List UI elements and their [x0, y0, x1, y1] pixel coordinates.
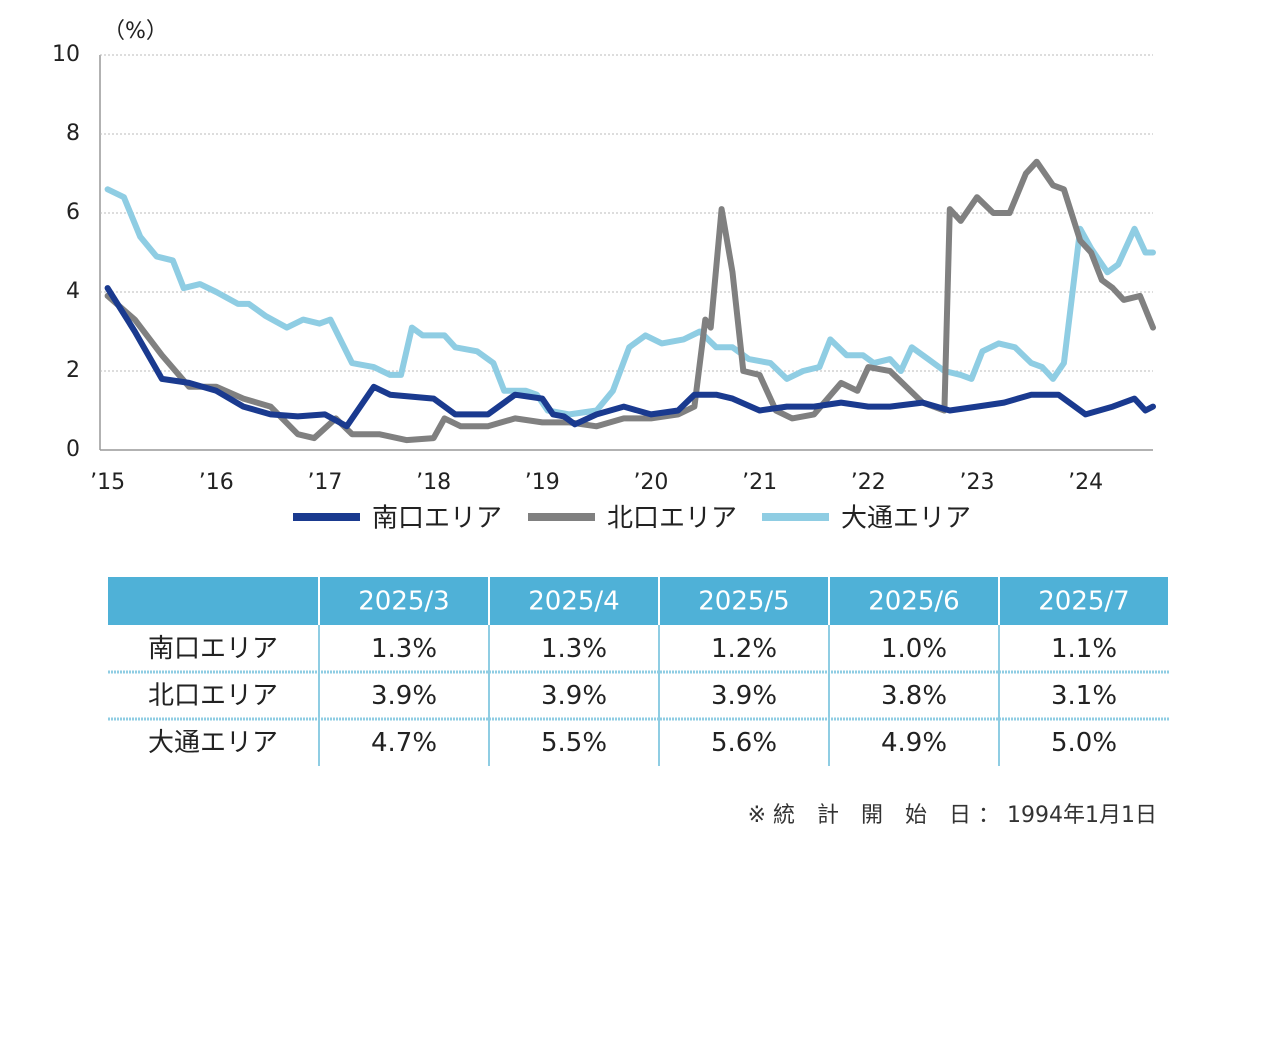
table-cell: 1.3% — [541, 634, 607, 664]
table-header-cell — [660, 577, 828, 625]
legend-label: 北口エリア — [607, 504, 737, 534]
x-tick-label: ’19 — [525, 470, 560, 495]
series-line — [104, 158, 1156, 444]
y-tick-label: 8 — [66, 121, 80, 146]
y-tick-label: 2 — [66, 358, 80, 383]
table-cell: 5.5% — [541, 728, 607, 758]
table-header-corner — [108, 577, 318, 625]
table-cell: 3.8% — [881, 681, 947, 711]
y-tick-label: 4 — [66, 279, 80, 304]
table-header-cell — [830, 577, 998, 625]
y-tick-label: 6 — [66, 200, 80, 225]
table-cell: 5.0% — [1051, 728, 1117, 758]
series-line — [104, 186, 1156, 418]
x-tick-label: ’18 — [416, 470, 451, 495]
table-cell: 1.0% — [881, 634, 947, 664]
row-label: 大通エリア — [148, 728, 278, 758]
table-header-text: 2025/5 — [698, 587, 789, 617]
legend-label: 大通エリア — [841, 504, 971, 534]
table-header-text: 2025/7 — [1038, 587, 1129, 617]
y-tick-label: 10 — [52, 42, 80, 67]
table-cell: 5.6% — [711, 728, 777, 758]
table-cell: 3.9% — [541, 681, 607, 711]
table-header-text: 2025/4 — [528, 587, 619, 617]
table-cell: 4.9% — [881, 728, 947, 758]
table-cell: 1.3% — [371, 634, 437, 664]
x-tick-label: ’16 — [199, 470, 234, 495]
table-cell: 3.9% — [371, 681, 437, 711]
x-tick-label: ’20 — [633, 470, 668, 495]
table-header-cell — [1000, 577, 1168, 625]
table-header-cell — [490, 577, 658, 625]
table-header-text: 2025/3 — [358, 587, 449, 617]
table-header-cell — [320, 577, 488, 625]
x-tick-label: ’23 — [959, 470, 994, 495]
table-cell: 1.1% — [1051, 634, 1117, 664]
y-axis-unit: （%） — [103, 19, 168, 44]
table-cell: 1.2% — [711, 634, 777, 664]
x-tick-label: ’21 — [742, 470, 777, 495]
series-line — [104, 285, 1156, 430]
row-label: 北口エリア — [148, 681, 278, 711]
x-tick-label: ’24 — [1068, 470, 1103, 495]
table-cell: 4.7% — [371, 728, 437, 758]
row-label: 南口エリア — [148, 634, 278, 664]
x-tick-label: ’17 — [307, 470, 342, 495]
x-tick-label: ’15 — [90, 470, 125, 495]
y-tick-label: 0 — [66, 437, 80, 462]
table-header-text: 2025/6 — [868, 587, 959, 617]
footnote: ※ 統 計 開 始 日 ： 1994年1月1日 — [748, 803, 1157, 828]
table-cell: 3.9% — [711, 681, 777, 711]
x-tick-label: ’22 — [851, 470, 886, 495]
table-cell: 3.1% — [1051, 681, 1117, 711]
legend-label: 南口エリア — [372, 504, 502, 534]
